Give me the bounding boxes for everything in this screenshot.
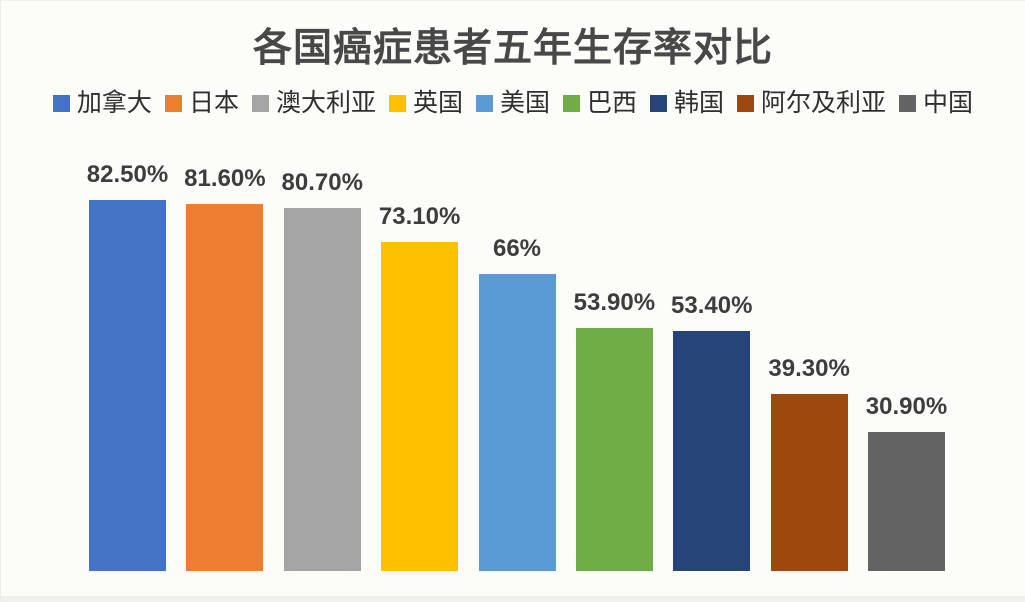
legend-swatch-icon bbox=[475, 95, 493, 112]
bar-value-label: 81.60% bbox=[184, 165, 266, 192]
bar bbox=[381, 242, 459, 571]
bar bbox=[868, 432, 945, 571]
legend-item: 美国 bbox=[475, 89, 550, 117]
legend-item: 阿尔及利亚 bbox=[737, 91, 886, 116]
legend-label: 韩国 bbox=[674, 89, 725, 117]
bar-value-label: 82.50% bbox=[86, 161, 169, 188]
legend-label: 中国 bbox=[923, 89, 974, 117]
bar-column: 82.50% bbox=[86, 151, 169, 571]
bar bbox=[478, 274, 556, 571]
legend-item: 日本 bbox=[164, 89, 239, 117]
plot-area: 82.50% 81.60% 80.70% 73.10% 66% 53.90% 53.40% 3… bbox=[86, 151, 948, 571]
bar-column: 53.90% bbox=[573, 151, 656, 571]
legend-label: 澳大利亚 bbox=[275, 89, 376, 117]
bar-column: 39.30% bbox=[768, 151, 850, 571]
legend-item: 中国 bbox=[899, 91, 973, 116]
bar bbox=[186, 204, 264, 571]
legend-swatch-icon bbox=[251, 95, 269, 112]
legend-item: 英国 bbox=[388, 89, 463, 117]
bar-value-label: 39.30% bbox=[768, 355, 850, 382]
legend-label: 日本 bbox=[188, 89, 239, 117]
chart-title: 各国癌症患者五年生存率对比 bbox=[252, 27, 773, 70]
legend: 加拿大 日本 澳大利亚 英国 美国 巴西 韩国 阿尔及利亚 中国 bbox=[1, 91, 1025, 116]
bar bbox=[89, 200, 166, 571]
bar-column: 30.90% bbox=[865, 151, 948, 571]
legend-label: 阿尔及利亚 bbox=[761, 89, 887, 117]
bar-column: 81.60% bbox=[184, 151, 266, 571]
legend-item: 加拿大 bbox=[52, 89, 152, 117]
legend-swatch-icon bbox=[899, 95, 917, 112]
legend-swatch-icon bbox=[164, 95, 182, 112]
legend-item: 澳大利亚 bbox=[251, 89, 376, 117]
bar bbox=[770, 394, 848, 571]
bar-column: 53.40% bbox=[671, 151, 753, 571]
legend-swatch-icon bbox=[563, 95, 580, 112]
bar-value-label: 30.90% bbox=[865, 393, 948, 420]
bar bbox=[283, 208, 361, 571]
legend-label: 加拿大 bbox=[76, 89, 152, 117]
legend-label: 美国 bbox=[499, 89, 550, 117]
photo-bottom-edge bbox=[1, 596, 1025, 602]
bar-value-label: 73.10% bbox=[378, 203, 461, 230]
legend-swatch-icon bbox=[388, 95, 406, 112]
bar-value-label: 80.70% bbox=[281, 169, 363, 196]
bar-column: 66% bbox=[478, 151, 556, 571]
bar bbox=[575, 328, 653, 571]
legend-swatch-icon bbox=[650, 95, 668, 112]
legend-label: 英国 bbox=[412, 89, 463, 117]
legend-label: 巴西 bbox=[587, 89, 638, 117]
legend-swatch-icon bbox=[737, 95, 755, 112]
legend-swatch-icon bbox=[52, 95, 70, 112]
legend-item: 巴西 bbox=[563, 91, 637, 116]
bar-value-label: 53.40% bbox=[671, 292, 753, 319]
bar-value-label: 53.90% bbox=[573, 289, 656, 316]
bar bbox=[673, 331, 751, 571]
legend-item: 韩国 bbox=[650, 91, 724, 116]
bar-value-label: 66% bbox=[492, 235, 542, 262]
bar-column: 80.70% bbox=[281, 151, 363, 571]
bar-column: 73.10% bbox=[378, 151, 461, 571]
